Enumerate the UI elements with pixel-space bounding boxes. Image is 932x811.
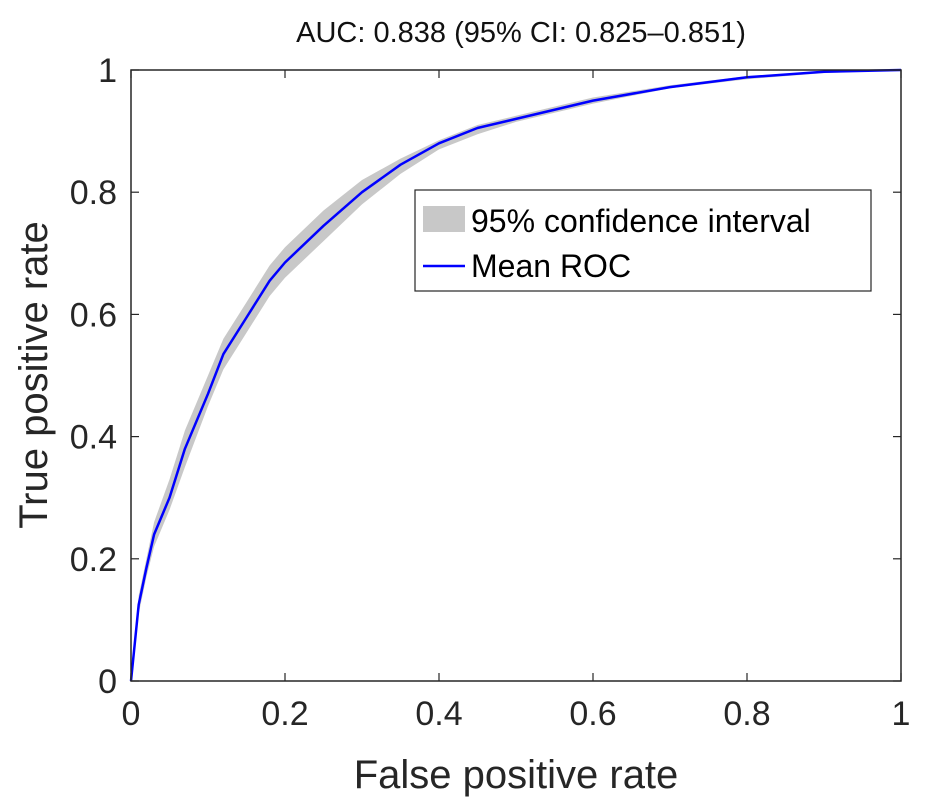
plot-frame xyxy=(130,69,902,682)
x-tick-label: 0.2 xyxy=(261,695,308,733)
x-axis-label: False positive rate xyxy=(354,753,679,797)
y-tick-label: 0.6 xyxy=(70,296,117,334)
legend-label-confidence-interval: 95% confidence interval xyxy=(471,203,811,239)
x-tick-label: 1 xyxy=(892,695,911,733)
chart-title: AUC: 0.838 (95% CI: 0.825–0.851) xyxy=(296,17,746,49)
y-tick-label: 0.4 xyxy=(70,419,117,457)
y-tick-label: 0.2 xyxy=(70,541,117,579)
y-tick-label: 1 xyxy=(98,52,117,90)
y-tick-label: 0 xyxy=(98,663,117,701)
legend-swatch-confidence-interval xyxy=(423,206,465,232)
legend-label-mean-roc: Mean ROC xyxy=(471,248,631,284)
legend: 95% confidence interval Mean ROC xyxy=(414,189,872,292)
mean-roc-line xyxy=(129,68,902,682)
x-tick-label: 0.8 xyxy=(723,695,770,733)
x-tick-label: 0.6 xyxy=(569,695,616,733)
x-tick-label: 0 xyxy=(122,695,141,733)
confidence-band xyxy=(131,70,901,681)
y-axis-label: True positive rate xyxy=(12,221,56,529)
y-tick-label: 0.8 xyxy=(70,174,117,212)
x-tick-label: 0.4 xyxy=(415,695,462,733)
legend-box xyxy=(414,189,872,292)
